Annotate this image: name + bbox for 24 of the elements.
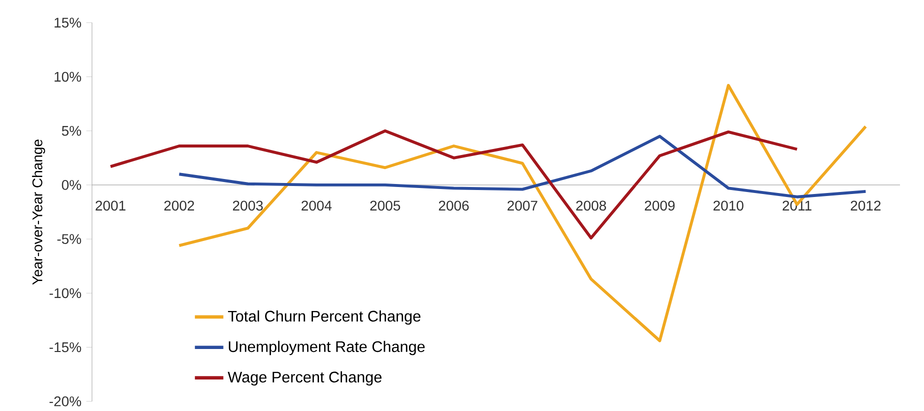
x-tick-label: 2001 [96,200,126,211]
line-series [178,134,868,198]
y-tick-label: -5% [57,234,82,244]
y-tick-label: 10% [54,72,82,82]
x-tick-label: 2006 [438,200,469,211]
y-tick-label: -10% [50,288,82,298]
x-tick-label: 2005 [370,200,400,211]
x-tick-label: 2009 [644,200,675,211]
x-tick-label: 2012 [850,200,881,211]
y-tick-label: 15% [54,18,82,28]
x-tick-label: 2008 [576,200,606,211]
x-tick-label: 2007 [508,200,538,211]
y-tick-label: 5% [62,126,82,136]
x-tick-label: 2003 [232,200,263,211]
legend-label: Total Churn Percent Change [228,310,420,325]
x-tick-label: 2002 [164,200,194,211]
legend-label: Wage Percent Change [228,371,382,386]
x-tick-label: 2010 [714,200,744,211]
y-axis-title: Year-over-Year Change [32,140,46,285]
legend-label: Unemployment Rate Change [228,340,425,356]
y-tick-label: -15% [50,342,82,352]
y-tick-label: 0% [62,180,82,190]
x-tick-label: 2004 [302,200,332,211]
y-tick-label: -20% [50,396,82,406]
